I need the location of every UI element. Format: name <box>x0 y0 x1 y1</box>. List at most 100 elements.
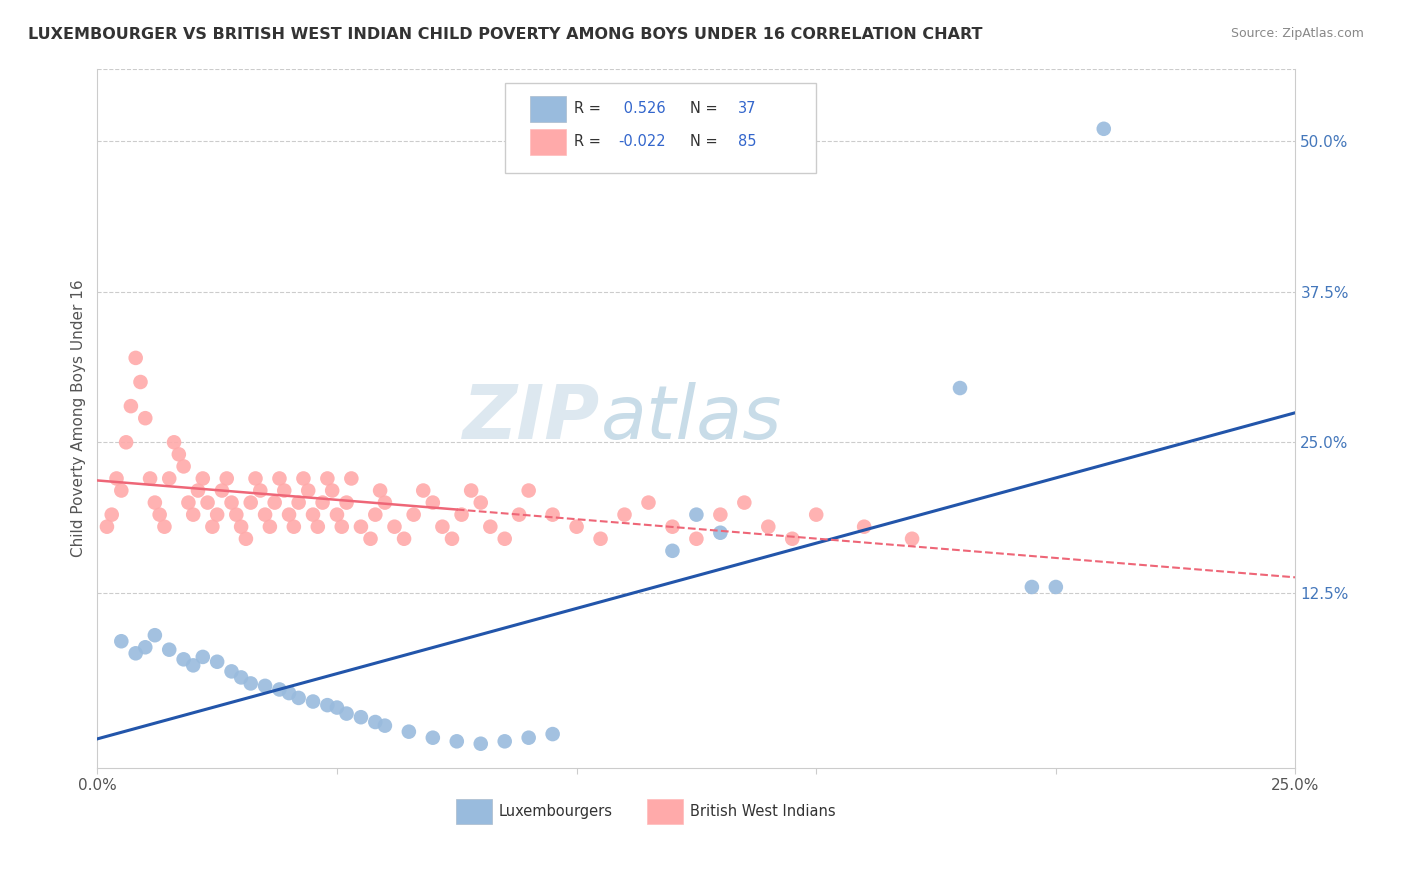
Point <box>134 411 156 425</box>
Point <box>685 532 707 546</box>
Point <box>143 628 166 642</box>
Point <box>163 435 186 450</box>
Point <box>134 640 156 655</box>
Text: Luxembourgers: Luxembourgers <box>499 804 613 819</box>
Text: Source: ZipAtlas.com: Source: ZipAtlas.com <box>1230 27 1364 40</box>
Point <box>143 495 166 509</box>
Point <box>1092 121 1115 136</box>
Point <box>263 495 285 509</box>
Point <box>302 508 325 522</box>
Point <box>201 519 224 533</box>
Point <box>756 519 779 533</box>
Text: 85: 85 <box>738 134 756 149</box>
Point <box>167 447 190 461</box>
FancyBboxPatch shape <box>530 128 565 154</box>
Point <box>139 471 162 485</box>
Point <box>307 519 329 533</box>
Point <box>249 483 271 498</box>
Point <box>259 519 281 533</box>
Point <box>254 679 277 693</box>
Point <box>125 646 148 660</box>
Y-axis label: Child Poverty Among Boys Under 16: Child Poverty Among Boys Under 16 <box>72 279 86 557</box>
Point <box>517 483 540 498</box>
Point <box>316 471 339 485</box>
Point <box>637 495 659 509</box>
Point <box>125 351 148 365</box>
Text: N =: N = <box>690 134 723 149</box>
Point <box>780 532 803 546</box>
Point <box>392 532 415 546</box>
Point <box>412 483 434 498</box>
Point <box>110 634 132 648</box>
Point <box>269 471 291 485</box>
Text: R =: R = <box>574 101 606 116</box>
Point <box>229 519 252 533</box>
Point <box>187 483 209 498</box>
Point <box>470 737 492 751</box>
Point <box>181 658 204 673</box>
Point <box>1045 580 1067 594</box>
Point <box>806 508 828 522</box>
Point <box>364 714 387 729</box>
Point <box>177 495 200 509</box>
Point <box>494 532 516 546</box>
Point <box>494 734 516 748</box>
Point <box>350 519 373 533</box>
Point <box>96 519 118 533</box>
Point <box>302 694 325 708</box>
Point <box>335 706 357 721</box>
Point <box>311 495 333 509</box>
Text: LUXEMBOURGER VS BRITISH WEST INDIAN CHILD POVERTY AMONG BOYS UNDER 16 CORRELATIO: LUXEMBOURGER VS BRITISH WEST INDIAN CHIL… <box>28 27 983 42</box>
FancyBboxPatch shape <box>647 798 683 824</box>
Point <box>239 676 262 690</box>
Point <box>661 519 683 533</box>
Text: British West Indians: British West Indians <box>690 804 837 819</box>
Point <box>225 508 247 522</box>
Point <box>110 483 132 498</box>
Point <box>221 665 243 679</box>
Point <box>254 508 277 522</box>
Point <box>479 519 502 533</box>
Text: 37: 37 <box>738 101 756 116</box>
Point <box>565 519 588 533</box>
Point <box>661 544 683 558</box>
Point <box>613 508 636 522</box>
Point <box>205 508 228 522</box>
Point <box>384 519 406 533</box>
Point <box>709 525 731 540</box>
Point <box>709 508 731 522</box>
Point <box>398 724 420 739</box>
Point <box>517 731 540 745</box>
Point <box>235 532 257 546</box>
Point <box>221 495 243 509</box>
Point <box>153 519 176 533</box>
Point <box>269 682 291 697</box>
Text: -0.022: -0.022 <box>619 134 666 149</box>
Point <box>470 495 492 509</box>
Point <box>273 483 295 498</box>
Point <box>360 532 382 546</box>
Point <box>733 495 755 509</box>
Point <box>541 727 564 741</box>
Point <box>105 471 128 485</box>
Point <box>239 495 262 509</box>
Point <box>181 508 204 522</box>
Point <box>330 519 353 533</box>
Point <box>364 508 387 522</box>
Point <box>446 734 468 748</box>
FancyBboxPatch shape <box>456 798 492 824</box>
Point <box>287 495 309 509</box>
Point <box>191 649 214 664</box>
Point <box>949 381 972 395</box>
Point <box>191 471 214 485</box>
Text: ZIP: ZIP <box>464 382 600 455</box>
Text: R =: R = <box>574 134 606 149</box>
Point <box>1021 580 1043 594</box>
Point <box>440 532 463 546</box>
Point <box>685 508 707 522</box>
Point <box>149 508 172 522</box>
Point <box>129 375 152 389</box>
Point <box>326 700 349 714</box>
Point <box>205 655 228 669</box>
Point <box>374 719 396 733</box>
